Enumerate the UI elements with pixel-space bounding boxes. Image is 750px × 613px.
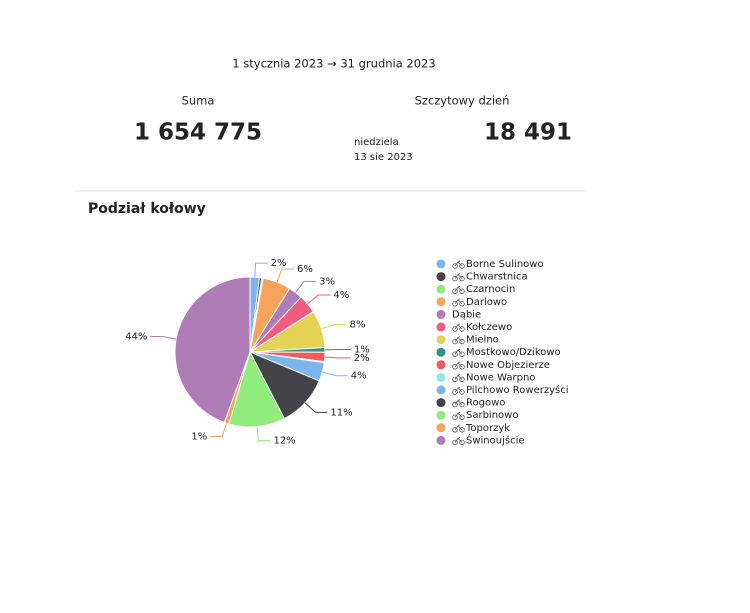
bike-icon <box>453 337 465 344</box>
data-label: 4% <box>351 371 367 382</box>
legend-label: Dąbie <box>452 309 481 320</box>
label-connector <box>322 372 347 376</box>
bike-frame <box>455 412 462 417</box>
bike-icon <box>453 324 465 331</box>
data-label: 2% <box>271 258 287 269</box>
data-label: 44% <box>125 332 147 343</box>
bike-frame <box>455 425 462 430</box>
total-label: Suma <box>182 94 215 108</box>
total-value: 1 654 775 <box>134 120 262 146</box>
bike-icon <box>453 412 465 419</box>
legend-label: Chwarstnica <box>466 272 528 283</box>
legend-label: Borne Sulinowo <box>466 259 544 270</box>
data-label: 4% <box>333 290 349 301</box>
bike-frame <box>455 261 462 266</box>
data-label: 12% <box>273 436 295 447</box>
bike-frame <box>455 362 462 367</box>
bike-frame <box>455 387 462 392</box>
legend-swatch <box>437 272 446 281</box>
data-label: 3% <box>319 276 335 287</box>
legend-label: Mielno <box>466 335 499 346</box>
data-label: 6% <box>297 264 313 275</box>
legend-swatch <box>437 423 446 432</box>
legend-label: Mostkowo/Dzikowo <box>466 347 561 358</box>
label-connector <box>325 357 351 358</box>
legend-label: Czarnocin <box>466 284 515 295</box>
label-connector <box>321 324 346 328</box>
label-connector <box>255 263 268 277</box>
label-connector <box>308 295 331 304</box>
bike-icon <box>453 299 465 306</box>
peak-day: niedziela <box>354 137 399 148</box>
legend-label: Nowe Warpno <box>466 372 535 383</box>
label-connector <box>210 423 226 436</box>
bike-frame <box>455 274 462 279</box>
legend-swatch <box>437 386 446 395</box>
legend-swatch <box>437 260 446 269</box>
legend-label: Rogowo <box>466 398 505 409</box>
bike-frame <box>455 299 462 304</box>
bike-frame <box>455 324 462 329</box>
chart-title: Podział kołowy <box>88 201 206 217</box>
peak-label: Szczytowy dzień <box>415 94 510 108</box>
bike-frame <box>455 286 462 291</box>
bike-icon <box>453 400 465 407</box>
legend-swatch <box>437 436 446 445</box>
bike-icon <box>453 387 465 394</box>
bike-frame <box>455 337 462 342</box>
legend-label: Sarbinowo <box>466 410 518 421</box>
legend-swatch <box>437 323 446 332</box>
data-label: 2% <box>354 353 370 364</box>
bike-frame <box>455 374 462 379</box>
legend-label: Toporzyk <box>465 423 510 434</box>
legend-swatch <box>437 373 446 382</box>
bike-frame <box>455 400 462 405</box>
legend-swatch <box>437 335 446 344</box>
legend-label: Świnoujście <box>466 433 525 446</box>
data-label: 8% <box>350 319 366 330</box>
legend-swatch <box>437 360 446 369</box>
bike-icon <box>453 286 465 293</box>
legend-swatch <box>437 297 446 306</box>
data-label: 11% <box>330 407 352 418</box>
bike-icon <box>453 374 465 381</box>
bike-icon <box>453 261 465 268</box>
peak-date: 13 sie 2023 <box>354 152 413 163</box>
bike-icon <box>453 274 465 281</box>
legend-label: Kołczewo <box>466 322 512 333</box>
legend-swatch <box>437 411 446 420</box>
bike-frame <box>455 437 462 442</box>
bike-icon <box>453 425 465 432</box>
label-connector <box>257 427 270 441</box>
bike-icon <box>453 437 465 444</box>
data-label: 1% <box>191 432 207 443</box>
legend-label: Pilchowo Rowerzyści <box>466 384 569 396</box>
label-connector <box>305 403 327 412</box>
legend-label: Nowe Objezierze <box>466 360 550 371</box>
bike-icon <box>453 362 465 369</box>
label-connector <box>277 269 294 282</box>
peak-value: 18 491 <box>484 120 572 146</box>
legend-swatch <box>437 285 446 294</box>
legend-label: Darlowo <box>466 297 507 308</box>
legend-swatch <box>437 398 446 407</box>
date-range: 1 stycznia 2023 → 31 grudnia 2023 <box>232 57 435 71</box>
legend-swatch <box>437 310 446 319</box>
legend-swatch <box>437 348 446 357</box>
label-connector <box>296 281 317 292</box>
bike-frame <box>455 349 462 354</box>
label-connector <box>150 337 176 339</box>
bike-icon <box>453 349 465 356</box>
